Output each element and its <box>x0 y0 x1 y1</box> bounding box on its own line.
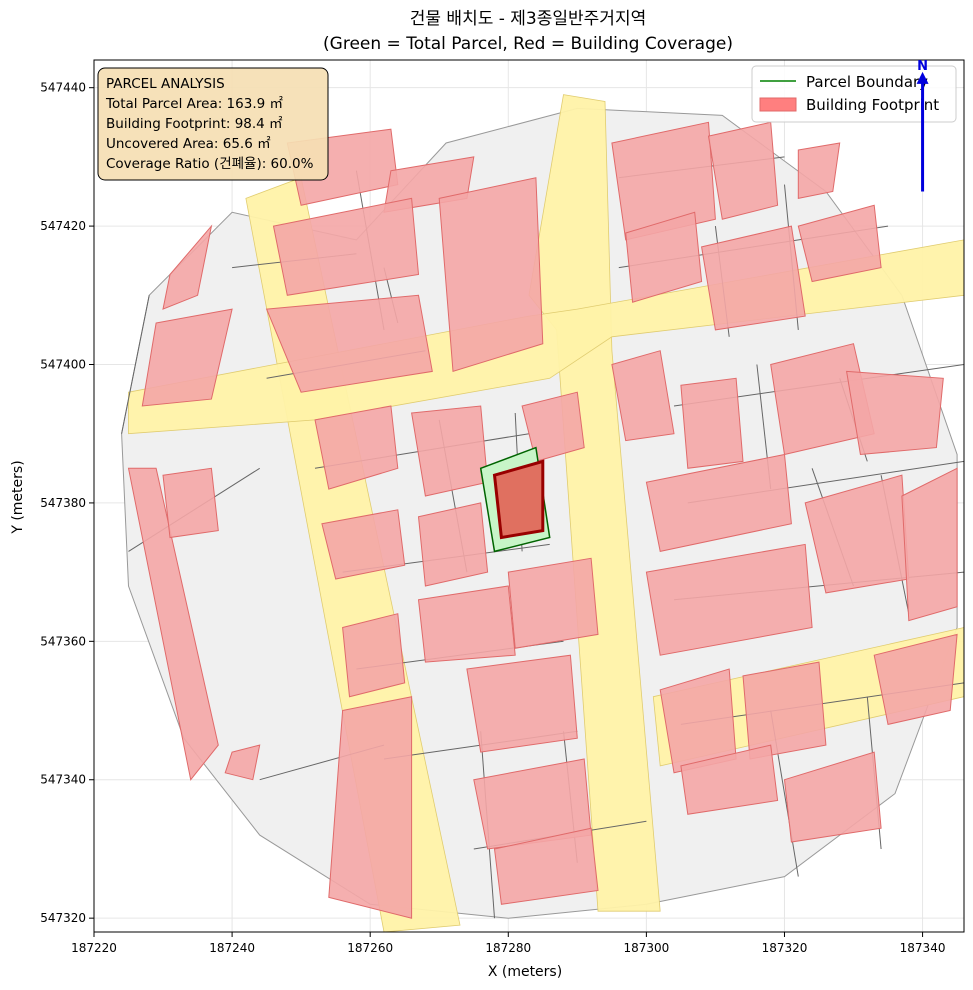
chart-title-line2: (Green = Total Parcel, Red = Building Co… <box>323 34 733 54</box>
x-tick-label: 187300 <box>623 941 669 955</box>
x-axis-ticks: 187220 187240 187260 187280 187300 187320 1873… <box>71 932 945 955</box>
building-footprint <box>701 225 806 331</box>
legend: Parcel Boundary Building Footprint <box>751 65 957 123</box>
building-footprint <box>466 654 578 753</box>
north-arrow-label: N <box>917 59 928 74</box>
y-axis-label: Y (meters) <box>10 460 26 534</box>
y-axis-ticks: 547320 547340 547360 547380 547400 547420 5474… <box>40 81 94 925</box>
y-tick-label: 547400 <box>40 358 86 372</box>
building-footprint <box>645 453 792 552</box>
building-footprint <box>417 502 489 587</box>
building-footprint <box>873 633 958 725</box>
building-footprint <box>272 197 420 296</box>
y-tick-label: 547420 <box>40 219 86 233</box>
info-line-uncovered: Uncovered Area: 65.6 ㎡ <box>106 136 271 152</box>
north-arrow-head <box>916 71 929 84</box>
building-footprint <box>680 377 744 469</box>
building-footprint <box>265 294 433 393</box>
building-footprint <box>611 121 716 241</box>
x-tick-label: 187240 <box>209 941 255 955</box>
info-line-footprint: Building Footprint: 98.4 ㎡ <box>106 116 283 132</box>
building-footprint <box>521 391 585 463</box>
y-tick-label: 547320 <box>40 911 86 925</box>
building-footprint <box>901 467 958 622</box>
x-axis-label: X (meters) <box>488 964 562 980</box>
building-footprint <box>328 696 413 919</box>
y-tick-label: 547380 <box>40 496 86 510</box>
building-footprint <box>493 827 599 905</box>
building-footprint <box>611 350 675 442</box>
building-footprint <box>321 509 406 580</box>
building-footprint <box>507 557 599 649</box>
north-arrow: N <box>916 59 929 192</box>
building-footprint <box>707 121 779 220</box>
info-line-heading: PARCEL ANALYSIS <box>106 76 225 92</box>
legend-label-building-footprint: Building Footprint <box>806 96 939 114</box>
building-footprint <box>742 661 827 760</box>
parcel-info-box: PARCEL ANALYSIS Total Parcel Area: 163.9… <box>97 67 329 181</box>
y-tick-label: 547440 <box>40 81 86 95</box>
x-tick-label: 187320 <box>762 941 808 955</box>
building-footprint <box>680 744 779 815</box>
lot-line <box>121 295 150 434</box>
info-line-total-area: Total Parcel Area: 163.9 ㎡ <box>105 96 283 112</box>
buildings-layer <box>127 121 958 919</box>
legend-building-patch-swatch <box>759 97 797 112</box>
x-tick-label: 187220 <box>71 941 117 955</box>
info-box-background <box>97 67 329 181</box>
plot-frame <box>93 59 965 933</box>
target-building-footprint <box>492 459 545 540</box>
x-tick-label: 187260 <box>347 941 393 955</box>
y-tick-label: 547360 <box>40 634 86 648</box>
chart-title-line1: 건물 배치도 - 제3종일반주거지역 <box>410 9 646 29</box>
building-footprint <box>314 405 399 490</box>
x-tick-label: 187340 <box>900 941 946 955</box>
building-footprint <box>224 744 261 781</box>
building-footprint <box>162 224 213 310</box>
building-footprint <box>797 142 841 200</box>
building-footprint <box>417 585 516 663</box>
x-tick-label: 187280 <box>485 941 531 955</box>
building-footprint <box>783 751 882 843</box>
building-footprint <box>162 467 219 539</box>
building-footprint <box>342 613 406 698</box>
building-footprint <box>797 204 882 283</box>
building-footprint <box>625 211 703 303</box>
building-footprint <box>411 405 489 497</box>
building-footprint <box>438 177 544 373</box>
y-tick-label: 547340 <box>40 773 86 787</box>
building-footprint <box>846 370 944 456</box>
legend-label-parcel-boundary: Parcel Boundary <box>806 73 928 91</box>
building-footprint <box>645 543 813 656</box>
legend-background <box>751 65 957 123</box>
building-footprint <box>141 308 233 407</box>
building-footprint <box>127 467 219 781</box>
info-line-coverage: Coverage Ratio (건폐율): 60.0% <box>106 156 314 172</box>
